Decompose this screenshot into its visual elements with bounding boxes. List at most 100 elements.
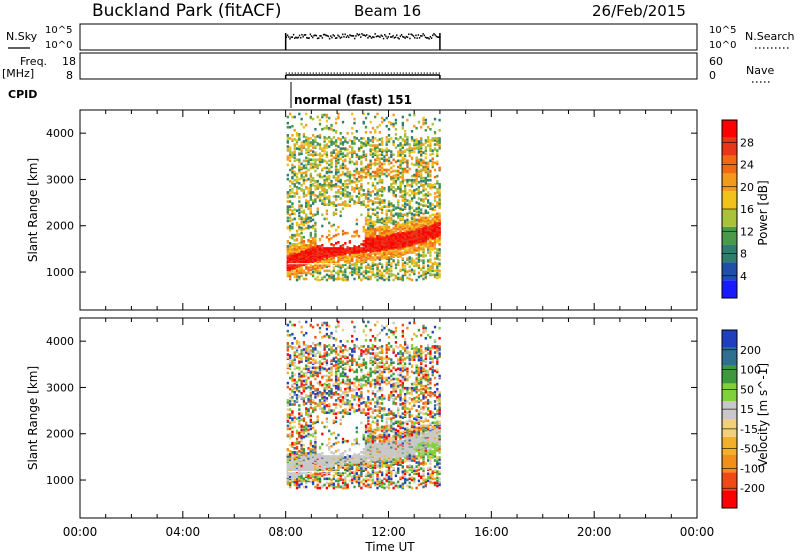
velocity-cell — [330, 346, 333, 349]
power-cell — [344, 182, 347, 186]
power-cell — [314, 188, 317, 191]
nsky-point — [366, 34, 368, 36]
power-cell — [341, 273, 345, 277]
nsky-point — [434, 34, 436, 36]
power-cell — [339, 178, 342, 182]
power-cell — [399, 180, 402, 184]
power-cell — [380, 265, 384, 269]
power-cell — [341, 232, 345, 236]
power-cell — [293, 217, 296, 221]
velocity-cell — [314, 387, 317, 391]
power-cell — [429, 225, 432, 229]
power-cell — [378, 153, 381, 157]
nsky-point — [325, 34, 327, 37]
velocity-cell — [307, 357, 310, 360]
power-cell — [325, 170, 329, 174]
power-cell — [367, 221, 370, 225]
power-cell — [369, 174, 372, 178]
velocity-cell — [323, 354, 326, 357]
power-cell — [426, 246, 430, 249]
velocity-cell — [300, 379, 303, 383]
velocity-cell — [286, 468, 289, 471]
power-cell — [380, 116, 384, 120]
velocity-cell — [302, 428, 306, 432]
power-cell — [408, 265, 411, 269]
nsky-point — [364, 35, 367, 37]
power-cell — [436, 252, 439, 255]
power-cell — [346, 275, 349, 279]
power-cell — [337, 179, 340, 183]
nave-point — [393, 72, 395, 74]
velocity-cell — [314, 435, 317, 439]
power-cell — [355, 177, 358, 181]
velocity-cell — [300, 384, 303, 388]
power-cell — [376, 234, 379, 238]
velocity-cell — [334, 403, 338, 406]
nsky-point — [393, 37, 396, 39]
power-cell — [424, 152, 427, 155]
power-cell — [426, 216, 430, 220]
power-cell — [360, 243, 363, 246]
velocity-cell — [298, 485, 301, 489]
velocity-cell — [305, 474, 308, 478]
velocity-cell — [318, 355, 322, 358]
power-cell — [417, 244, 421, 247]
velocity-cell — [307, 446, 310, 450]
power-cell — [291, 166, 294, 170]
power-cell — [341, 270, 345, 274]
power-cell — [302, 222, 306, 226]
power-cell — [394, 274, 398, 278]
power-cell — [288, 112, 292, 116]
power-cell — [348, 247, 352, 250]
velocity-cell — [334, 390, 338, 394]
power-cell — [348, 173, 352, 177]
power-cell — [403, 213, 407, 217]
power-cell — [433, 217, 437, 221]
velocity-cell — [302, 333, 306, 337]
power-cell — [394, 220, 398, 224]
velocity-cell — [316, 387, 319, 391]
power-cell — [367, 270, 370, 274]
velocity-cell — [334, 378, 338, 382]
velocity-cell — [305, 394, 308, 397]
power-cell — [376, 211, 379, 215]
power-cell — [383, 158, 386, 162]
power-cell — [417, 120, 421, 124]
power-cell — [300, 117, 303, 121]
power-cell — [383, 221, 386, 225]
power-cell — [385, 261, 388, 264]
nsky-point — [361, 33, 363, 35]
power-cell — [378, 234, 381, 238]
power-cell — [362, 225, 365, 229]
velocity-cell — [295, 397, 299, 400]
velocity-cell — [325, 420, 329, 424]
nsky-point — [327, 35, 330, 38]
power-cell — [316, 245, 319, 248]
power-cell — [355, 129, 358, 133]
power-cell — [369, 191, 372, 194]
velocity-cell — [286, 401, 289, 404]
power-cell — [302, 125, 306, 129]
nsky-point — [357, 34, 360, 36]
power-cell — [401, 167, 404, 171]
power-cell — [314, 269, 317, 273]
velocity-cell — [330, 465, 333, 468]
power-cell — [380, 194, 384, 197]
power-cell — [302, 145, 306, 148]
power-cell — [383, 162, 386, 166]
power-cell — [307, 141, 310, 144]
power-cell — [408, 269, 411, 273]
nsky-point — [292, 33, 295, 36]
power-cell — [288, 137, 292, 140]
power-cell — [362, 150, 365, 153]
power-cell — [436, 174, 439, 178]
velocity-cell — [311, 373, 315, 377]
power-cell — [316, 163, 319, 167]
power-cell — [378, 201, 381, 204]
velocity-cell — [288, 408, 292, 411]
power-cell — [337, 170, 340, 174]
power-cell — [305, 226, 308, 230]
velocity-cell — [300, 374, 303, 378]
velocity-cell — [302, 343, 306, 346]
power-cell — [408, 235, 411, 239]
